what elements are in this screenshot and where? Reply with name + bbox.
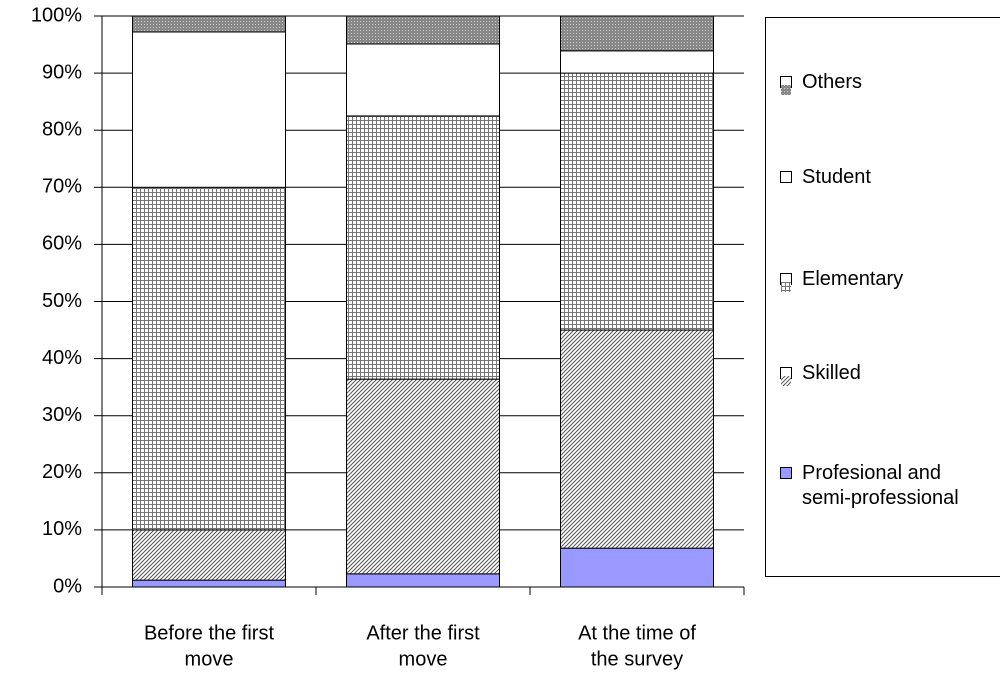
- y-tick-label: 70%: [42, 176, 82, 198]
- legend-item: Others: [780, 70, 970, 95]
- legend-label: Others: [802, 71, 863, 93]
- legend-swatch-rect: [781, 376, 791, 386]
- legend-swatch-rect: [781, 85, 791, 95]
- bar-segment: [132, 579, 286, 588]
- legend-swatch: [780, 171, 792, 183]
- x-tick-label: the survey: [591, 648, 683, 670]
- legend-item: Profesional and semi-professional: [780, 461, 970, 511]
- legend-swatch: [780, 76, 792, 95]
- x-tick-label: move: [185, 648, 234, 670]
- legend-swatch-fill: [781, 282, 791, 292]
- y-tick-label: 50%: [42, 290, 82, 312]
- y-tick-label: 20%: [42, 461, 82, 483]
- x-tick-label: Before the first: [144, 622, 275, 644]
- legend-item: Elementary: [780, 267, 970, 292]
- legend-swatch: [780, 273, 792, 292]
- legend-item: Skilled: [780, 361, 970, 386]
- legend-swatch-rect: [781, 282, 791, 292]
- bar-segment: [560, 72, 714, 331]
- bar-segment: [560, 50, 714, 74]
- bar-segment: [346, 115, 500, 380]
- y-tick-label: 30%: [42, 404, 82, 426]
- bar-segment: [132, 186, 286, 531]
- bar-segment: [346, 43, 500, 117]
- bar-segment: [560, 15, 714, 52]
- y-tick-label: 10%: [42, 518, 82, 540]
- legend-swatch: [780, 467, 792, 479]
- legend-swatch-fill: [781, 85, 791, 95]
- x-tick-label: After the first: [366, 622, 480, 644]
- legend-label: Profesional and semi-professional: [802, 462, 959, 509]
- bar-segment: [560, 547, 714, 588]
- legend-label: Elementary: [802, 268, 904, 290]
- bar-segment: [346, 573, 500, 588]
- x-tick-label: At the time of: [578, 622, 696, 644]
- legend-label: Skilled: [802, 362, 861, 384]
- bar-segment: [132, 529, 286, 581]
- bar-segment: [346, 15, 500, 45]
- y-tick-label: 40%: [42, 347, 82, 369]
- y-tick-label: 0%: [53, 575, 82, 597]
- bar-segment: [132, 31, 286, 188]
- bar-segment: [346, 378, 500, 575]
- legend-swatch: [780, 367, 792, 386]
- legend-label: Student: [802, 166, 871, 188]
- y-tick-label: 100%: [31, 4, 82, 26]
- chart: 0% 10% 20% 30% 40% 50% 60% 70% 80% 90% 100% Before …: [31, 4, 745, 670]
- y-tick-label: 80%: [42, 118, 82, 140]
- y-tick-label: 60%: [42, 233, 82, 255]
- y-tick-label: 90%: [42, 61, 82, 83]
- x-tick-label: move: [399, 648, 448, 670]
- legend: Profesional and semi-professional Skilled…: [765, 17, 1000, 577]
- bar-segment: [560, 329, 714, 549]
- bar-segment: [132, 15, 286, 33]
- legend-swatch-fill: [781, 376, 791, 386]
- legend-item: Student: [780, 165, 970, 190]
